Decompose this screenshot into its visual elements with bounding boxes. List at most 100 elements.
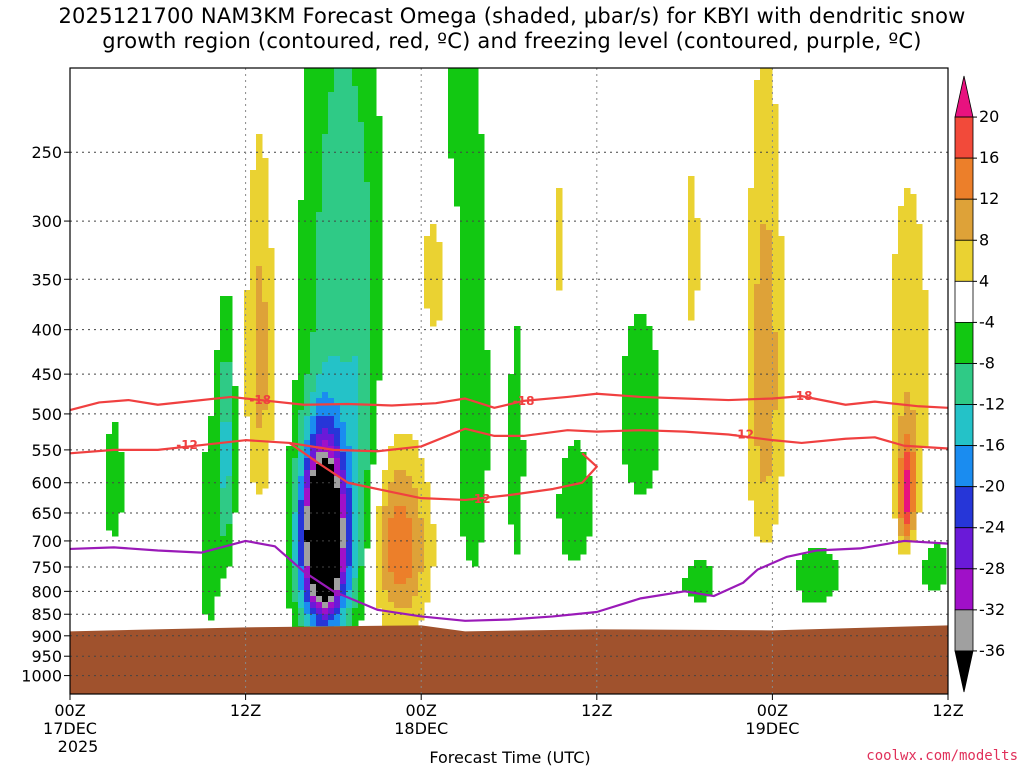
omega-cell [778,392,785,399]
omega-cell [748,236,755,243]
omega-cell [394,488,401,495]
omega-cell [340,248,347,255]
omega-cell [370,230,377,237]
omega-cell [322,560,329,567]
omega-cell [346,356,353,363]
omega-cell [916,398,923,405]
omega-cell [766,374,773,381]
omega-cell [766,356,773,363]
omega-cell [424,260,431,267]
omega-cell [310,350,317,357]
omega-cell [748,470,755,477]
omega-cell [346,272,353,279]
omega-cell [346,284,353,291]
omega-cell [322,320,329,327]
omega-cell [250,242,257,249]
omega-cell [922,392,929,399]
omega-cell [766,146,773,153]
omega-cell [286,476,293,483]
omega-cell [766,404,773,411]
omega-cell [340,284,347,291]
omega-cell [292,482,299,489]
omega-cell [484,380,491,387]
plot-area [70,68,948,694]
omega-cell [652,458,659,465]
omega-cell [262,356,269,363]
omega-cell [424,482,431,489]
omega-cell [760,164,767,171]
omega-cell [514,368,521,375]
omega-cell [322,356,329,363]
omega-cell [262,422,269,429]
omega-cell [364,446,371,453]
omega-cell [898,452,905,459]
omega-cell [322,470,329,477]
omega-cell [754,482,761,489]
omega-cell [358,128,365,135]
omega-cell [298,392,305,399]
omega-cell [352,410,359,417]
omega-cell [400,620,407,627]
omega-cell [910,236,917,243]
omega-cell [256,194,263,201]
omega-cell [328,170,335,177]
omega-cell [310,368,317,375]
omega-cell [328,182,335,189]
omega-cell [904,494,911,501]
omega-cell [904,212,911,219]
omega-cell [370,344,377,351]
omega-cell [472,356,479,363]
omega-cell [250,182,257,189]
omega-cell [298,608,305,615]
omega-cell [754,170,761,177]
omega-cell [262,338,269,345]
omega-cell [904,440,911,447]
omega-cell [562,494,569,501]
omega-cell [346,74,353,81]
omega-cell [202,464,209,471]
contour-label: -18 [791,389,813,403]
omega-cell [766,230,773,237]
omega-cell [316,344,323,351]
omega-cell [466,134,473,141]
omega-cell [694,260,701,267]
omega-cell [226,308,233,315]
omega-cell [436,284,443,291]
omega-cell [286,506,293,513]
omega-cell [376,188,383,195]
omega-cell [358,428,365,435]
omega-cell [316,428,323,435]
omega-cell [760,476,767,483]
omega-cell [460,512,467,519]
omega-cell [478,386,485,393]
omega-cell [472,458,479,465]
omega-cell [310,506,317,513]
omega-cell [922,380,929,387]
omega-cell [352,68,359,75]
omega-cell [316,272,323,279]
omega-cell [766,110,773,117]
colorbar-label: -32 [979,600,1005,619]
omega-cell [292,494,299,501]
omega-cell [898,344,905,351]
omega-cell [322,440,329,447]
omega-cell [916,230,923,237]
omega-cell [796,572,803,579]
omega-cell [328,452,335,459]
credit-link[interactable]: coolwx.com/modelts [866,748,1018,764]
omega-cell [898,440,905,447]
omega-cell [472,542,479,549]
omega-cell [760,374,767,381]
omega-cell [214,362,221,369]
omega-cell [262,326,269,333]
omega-cell [340,314,347,321]
omega-cell [460,266,467,273]
omega-cell [364,398,371,405]
omega-cell [376,242,383,249]
omega-cell [376,296,383,303]
omega-cell [772,308,779,315]
omega-cell [322,146,329,153]
omega-cell [904,476,911,483]
omega-cell [514,536,521,543]
omega-cell [760,134,767,141]
